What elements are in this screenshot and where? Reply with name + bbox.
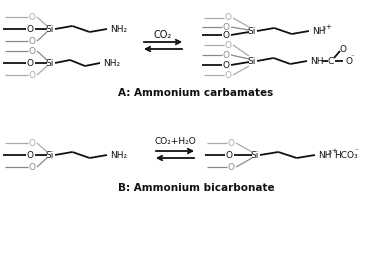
Text: 3: 3	[322, 27, 326, 32]
Text: Si: Si	[46, 24, 54, 33]
Text: O: O	[346, 57, 353, 65]
Text: O: O	[227, 139, 234, 148]
Text: O: O	[223, 31, 229, 39]
Text: ⁻: ⁻	[351, 54, 355, 60]
Text: HCO₃: HCO₃	[334, 150, 358, 159]
Text: O: O	[29, 47, 36, 55]
Text: NH₂: NH₂	[110, 24, 127, 33]
Text: Si: Si	[46, 150, 54, 159]
Text: O: O	[223, 23, 229, 32]
Text: Si: Si	[46, 58, 54, 68]
Text: CO₂+H₂O: CO₂+H₂O	[154, 138, 196, 146]
Text: A: Ammonium carbamates: A: Ammonium carbamates	[118, 88, 274, 98]
Text: 3: 3	[328, 150, 332, 155]
Text: NH₂: NH₂	[110, 150, 127, 159]
Text: O: O	[27, 24, 33, 33]
Text: NH₂: NH₂	[103, 58, 120, 68]
Text: CO₂: CO₂	[154, 30, 172, 40]
Text: B: Ammonium bicarbonate: B: Ammonium bicarbonate	[118, 183, 274, 193]
Text: Si: Si	[248, 57, 256, 65]
Text: O: O	[223, 60, 229, 69]
Text: O: O	[27, 150, 33, 159]
Text: NH: NH	[310, 57, 323, 65]
Text: ⁻: ⁻	[355, 148, 359, 154]
Text: O: O	[27, 58, 33, 68]
Text: O: O	[225, 41, 232, 49]
Text: NH: NH	[318, 150, 332, 159]
Text: O: O	[227, 163, 234, 171]
Text: +: +	[325, 24, 331, 30]
Text: O: O	[225, 150, 232, 159]
Text: O: O	[225, 70, 232, 79]
Text: O: O	[29, 139, 36, 148]
Text: O: O	[29, 163, 36, 171]
Text: O: O	[29, 70, 36, 79]
Text: O: O	[223, 50, 229, 59]
Text: O: O	[339, 44, 347, 53]
Text: Si: Si	[251, 150, 259, 159]
Text: +: +	[331, 148, 337, 154]
Text: NH: NH	[312, 27, 325, 36]
Text: O: O	[29, 13, 36, 22]
Text: O: O	[225, 13, 232, 23]
Text: O: O	[29, 37, 36, 45]
Text: C: C	[328, 57, 334, 65]
Text: Si: Si	[248, 27, 256, 36]
